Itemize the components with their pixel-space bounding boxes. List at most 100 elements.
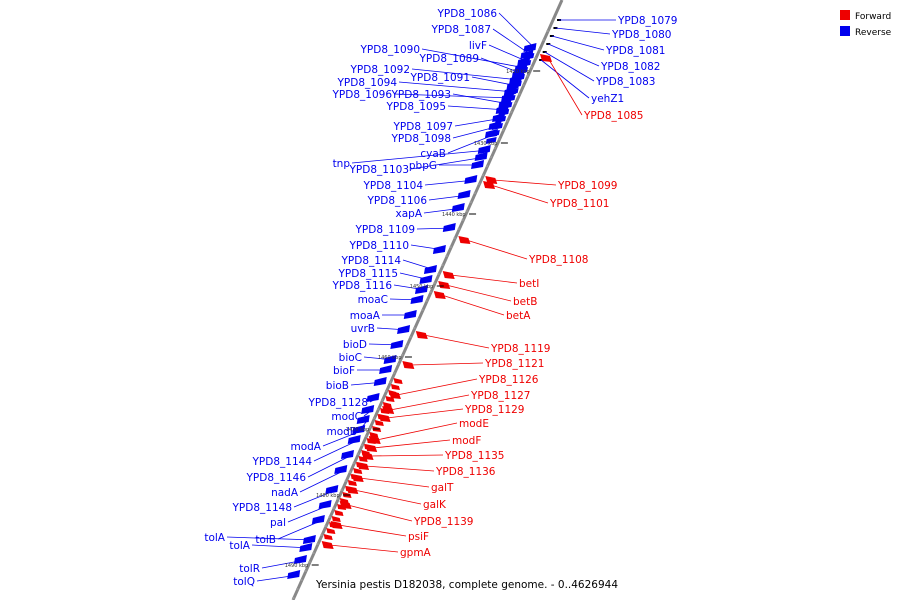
gene-label-tolq: tolQ (233, 576, 255, 588)
gene-feature-reverse (488, 130, 500, 137)
gene-feature-forward (358, 456, 368, 462)
leader-line (307, 454, 353, 478)
leader-line (423, 334, 490, 349)
backbone-marker (429, 291, 432, 293)
leader-line (421, 48, 526, 69)
kbp-tick-label: 1430 kbp (474, 141, 498, 147)
leader-line (447, 105, 507, 111)
gene-label-psif: psiF (408, 531, 429, 543)
gene-feature-forward (377, 414, 387, 420)
leader-line (498, 12, 535, 49)
gene-feature-forward (326, 528, 336, 534)
gene-label-ypd8-1080: YPD8_1080 (611, 29, 671, 41)
gene-feature-forward (385, 396, 395, 402)
gene-feature-forward (329, 522, 339, 528)
backbone-marker (401, 354, 404, 356)
backbone-marker (445, 255, 448, 257)
backbone-marker (461, 219, 464, 221)
leader-line (488, 44, 529, 63)
gene-label-bioc: bioC (339, 352, 362, 364)
kbp-tick-label: 1440 kbp (442, 212, 466, 218)
gene-label-modb: modB (326, 426, 357, 438)
gene-label-ypd8-1108: YPD8_1108 (528, 254, 588, 266)
gene-label-ypd8-1086: YPD8_1086 (437, 8, 498, 20)
gene-feature-reverse (485, 137, 497, 144)
leader-line (411, 68, 521, 81)
gene-feature-forward (442, 271, 455, 279)
gene-label-ypd8-1082: YPD8_1082 (600, 61, 660, 73)
backbone-marker (320, 534, 323, 536)
backbone-marker (352, 462, 355, 464)
gene-label-biod: bioD (343, 339, 367, 351)
tick-layer: 1420 kbp 1430 kbp 1440 kbp 1450 kbp 1460 kbp… (285, 69, 541, 569)
kbp-tick-label: 1460 kbp (378, 355, 402, 361)
gene-label-ypd8-1087: YPD8_1087 (431, 24, 491, 36)
gene-label-moac: moaC (358, 294, 388, 306)
gene-label-livf: livF (469, 40, 487, 52)
backbone-marker (469, 201, 472, 203)
backbone-marker (506, 120, 509, 122)
gene-feature-reverse (451, 203, 465, 212)
backbone-marker (453, 237, 456, 239)
backbone-marker (417, 318, 420, 320)
backbone-marker (316, 543, 319, 545)
leader-line (363, 409, 373, 417)
gene-feature-reverse (287, 570, 301, 579)
leader-line (359, 477, 430, 488)
gene-feature-forward (337, 504, 347, 510)
gene-feature-forward (415, 331, 428, 339)
gene-feature-reverse (495, 116, 507, 123)
gene-label-ypd8-1106: YPD8_1106 (367, 195, 428, 207)
kbp-tick-label: 1480 kbp (316, 493, 340, 499)
leader-line (441, 294, 505, 316)
leader-line (329, 544, 399, 553)
gene-feature-forward (334, 510, 344, 516)
gene-label-tnp: tnp (333, 158, 351, 170)
leader-line (423, 207, 463, 214)
leader-line (338, 524, 407, 537)
gene-label-ypd8-1101: YPD8_1101 (549, 198, 609, 210)
backbone-marker (490, 156, 493, 158)
gene-label-betb: betB (513, 296, 537, 308)
leader-line (365, 465, 435, 472)
gene-feature-reverse (457, 190, 471, 199)
gene-label-beta: betA (506, 310, 531, 322)
backbone-marker (425, 300, 428, 302)
gene-label-ypd8-1096: YPD8_1096 (332, 89, 393, 101)
kbp-tick-label: 1470 kbp (346, 427, 370, 433)
leader-line (396, 378, 478, 396)
leader-line (466, 239, 528, 260)
backbone-marker (534, 57, 537, 59)
backbone-marker (473, 192, 476, 194)
legend-label-forward: Forward (855, 12, 891, 22)
backbone-marker (498, 138, 501, 140)
leader-line (376, 327, 409, 331)
gene-label-tola: tolA (229, 540, 250, 552)
backbone-marker (405, 345, 408, 347)
gene-label-ypd8-1099: YPD8_1099 (557, 180, 617, 192)
gene-label-ypd8-1081: YPD8_1081 (605, 45, 665, 57)
leader-line (354, 489, 422, 505)
backbone-marker (530, 66, 533, 68)
gene-label-biof: bioF (333, 365, 355, 377)
gene-label-ypd8-1146: YPD8_1146 (246, 472, 307, 484)
gene-feature-reverse (474, 152, 488, 161)
leader-line (363, 356, 395, 361)
leader-line (373, 439, 451, 449)
backbone-marker (312, 552, 315, 554)
backbone-marker (369, 426, 372, 428)
gene-label-uvrb: uvrB (351, 323, 375, 335)
backbone-marker (413, 327, 416, 329)
gene-feature-forward (438, 281, 451, 289)
gene-feature-reverse (334, 465, 348, 474)
gene-feature-reverse (325, 485, 339, 494)
backbone-marker (364, 435, 367, 437)
backbone-marker (514, 102, 517, 104)
leader-line (322, 429, 364, 447)
gene-feature-reverse (311, 515, 325, 524)
gene-feature-forward (393, 378, 403, 384)
feature-layer (287, 19, 562, 599)
gene-feature-reverse (520, 60, 532, 67)
gene-feature-reverse (523, 53, 535, 60)
leader-line (452, 125, 500, 139)
